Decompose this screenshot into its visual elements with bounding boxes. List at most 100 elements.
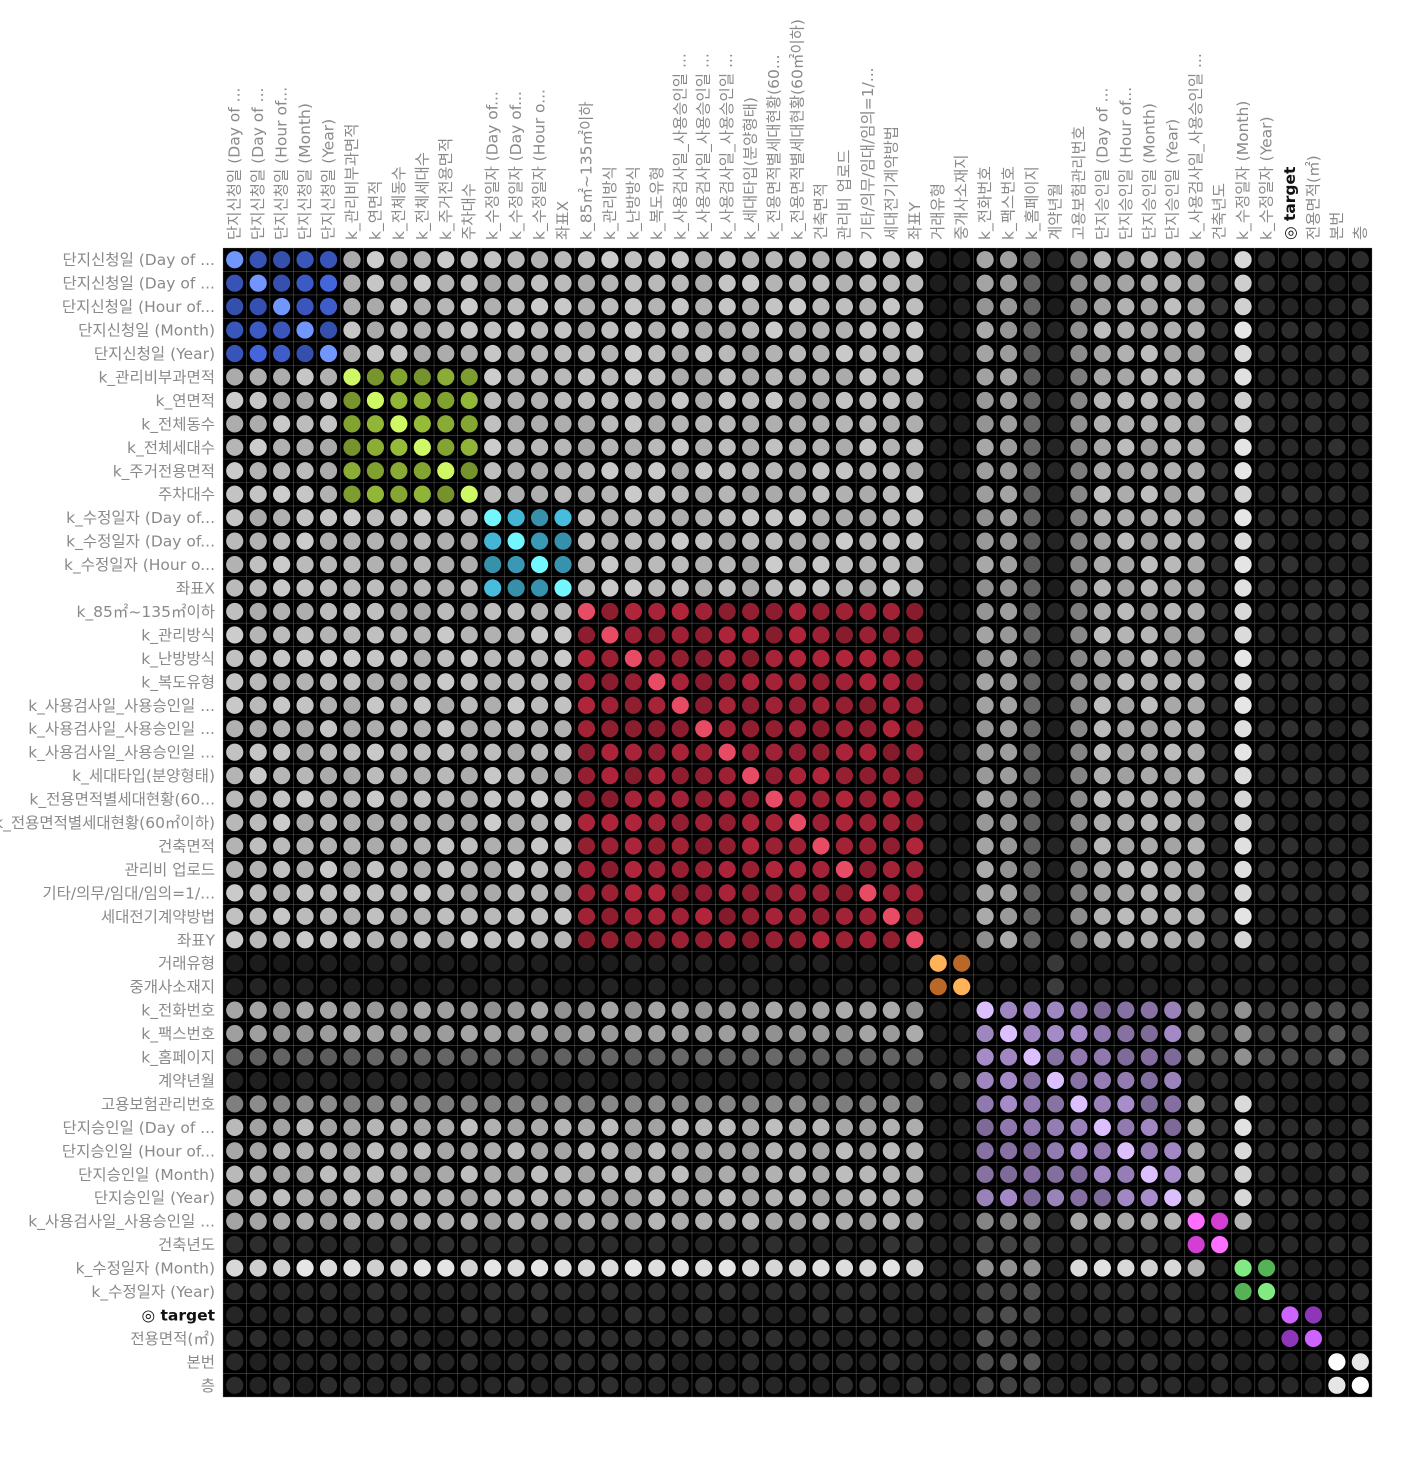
matrix-cell [343,978,361,996]
matrix-cell [273,415,291,433]
matrix-cell [1023,790,1041,808]
matrix-cell [1304,415,1323,433]
matrix-cell [437,415,455,433]
matrix-cell [296,555,314,574]
matrix-cell [554,438,572,456]
matrix-cell [882,509,900,527]
matrix-cell [1234,1048,1252,1066]
matrix-cell [695,790,713,808]
matrix-cell [1234,1024,1252,1043]
matrix-cell [296,931,314,949]
matrix-cell [765,415,783,433]
matrix-cell [1234,438,1252,456]
matrix-cell [624,1259,642,1277]
matrix-cell [1023,1329,1041,1348]
matrix-cell [1351,251,1369,269]
matrix-cell [976,860,994,879]
matrix-cell [624,649,642,667]
matrix-cell [343,344,361,363]
matrix-cell [742,720,760,738]
matrix-cell [835,954,854,972]
matrix-cell [1070,1142,1088,1160]
matrix-cell [1093,720,1111,738]
matrix-cell [1281,274,1299,292]
matrix-cell [1351,532,1369,550]
matrix-cell [1093,1001,1111,1019]
matrix-cell [484,696,502,714]
row-label: k_전화번호 [141,1002,215,1021]
matrix-cell [742,462,760,480]
matrix-cell [507,767,525,785]
matrix-cell [648,555,666,574]
matrix-cell [1046,626,1065,644]
matrix-cell [1304,1095,1323,1113]
matrix-cell [273,1001,291,1019]
matrix-cell [1234,931,1252,949]
matrix-cell [1093,1259,1111,1277]
matrix-cell [577,1189,596,1207]
matrix-cell [1304,438,1323,456]
matrix-cell [999,415,1018,433]
matrix-cell [413,884,431,902]
matrix-cell [319,1236,338,1254]
matrix-cell [249,298,267,316]
matrix-cell [413,1306,431,1324]
matrix-cell [530,1001,549,1019]
matrix-cell [1070,1048,1088,1066]
matrix-cell [859,767,877,785]
matrix-cell [742,1329,760,1348]
matrix-cell [390,837,408,855]
matrix-cell [530,555,549,574]
matrix-cell [507,720,525,738]
matrix-cell [1046,321,1065,339]
matrix-cell [1093,1048,1111,1066]
matrix-cell [671,1306,689,1324]
matrix-cell [765,1118,783,1136]
matrix-cell [1140,1189,1158,1207]
matrix-cell [1328,1306,1346,1324]
matrix-cell [249,1282,267,1301]
matrix-cell [1093,438,1111,456]
matrix-cell [1140,673,1158,691]
matrix-cell [1093,696,1111,714]
matrix-cell [1351,626,1369,644]
matrix-cell [906,298,924,316]
matrix-cell [390,1306,408,1324]
matrix-cell [1304,720,1323,738]
matrix-cell [601,1282,619,1301]
row-label: 전용면적(㎡) [130,1330,215,1348]
matrix-cell [1070,720,1088,738]
matrix-cell [1257,251,1276,269]
matrix-cell [999,368,1018,386]
row-label: k_수정일자 (Day of... [66,509,215,528]
matrix-cell [812,1189,830,1207]
matrix-cell [390,438,408,456]
matrix-cell [671,1259,689,1277]
matrix-cell [882,532,900,550]
matrix-cell [695,438,713,456]
matrix-cell [976,1048,994,1066]
matrix-cell [718,321,736,339]
matrix-cell [929,931,947,949]
matrix-cell [1046,462,1065,480]
matrix-cell [718,462,736,480]
matrix-cell [1351,743,1369,761]
matrix-cell [413,673,431,691]
matrix-cell [1164,813,1182,832]
matrix-cell [1046,1329,1065,1348]
matrix-cell [1164,1071,1182,1090]
matrix-cell [1117,673,1135,691]
matrix-cell [296,391,314,410]
matrix-cell [1093,344,1111,363]
matrix-cell [554,1189,572,1207]
matrix-cell [1211,884,1229,902]
matrix-cell [226,532,244,550]
matrix-cell [460,884,478,902]
matrix-cell [1117,344,1135,363]
matrix-cell [226,1071,244,1090]
matrix-cell [437,649,455,667]
matrix-cell [296,1329,314,1348]
matrix-cell [530,462,549,480]
matrix-cell [1281,1165,1299,1183]
matrix-cell [906,1212,924,1230]
